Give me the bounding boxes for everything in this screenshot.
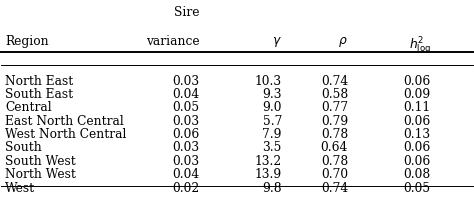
Text: 0.04: 0.04 — [172, 168, 199, 181]
Text: 0.02: 0.02 — [172, 182, 199, 195]
Text: 10.3: 10.3 — [255, 75, 282, 88]
Text: 5.7: 5.7 — [263, 115, 282, 128]
Text: 0.03: 0.03 — [172, 115, 199, 128]
Text: 0.58: 0.58 — [321, 88, 348, 101]
Text: 0.06: 0.06 — [403, 141, 431, 154]
Text: 0.78: 0.78 — [321, 128, 348, 141]
Text: West North Central: West North Central — [5, 128, 127, 141]
Text: 13.2: 13.2 — [255, 155, 282, 168]
Text: 0.11: 0.11 — [404, 101, 431, 114]
Text: $h^2_{\mathrm{log}}$: $h^2_{\mathrm{log}}$ — [409, 35, 431, 57]
Text: 0.77: 0.77 — [321, 101, 348, 114]
Text: 0.79: 0.79 — [321, 115, 348, 128]
Text: North West: North West — [5, 168, 76, 181]
Text: 0.05: 0.05 — [404, 182, 431, 195]
Text: 0.13: 0.13 — [404, 128, 431, 141]
Text: 7.9: 7.9 — [263, 128, 282, 141]
Text: 9.0: 9.0 — [263, 101, 282, 114]
Text: 9.3: 9.3 — [263, 88, 282, 101]
Text: 0.06: 0.06 — [172, 128, 199, 141]
Text: East North Central: East North Central — [5, 115, 124, 128]
Text: 0.06: 0.06 — [403, 155, 431, 168]
Text: 0.06: 0.06 — [403, 75, 431, 88]
Text: 0.03: 0.03 — [172, 141, 199, 154]
Text: 13.9: 13.9 — [255, 168, 282, 181]
Text: 0.70: 0.70 — [321, 168, 348, 181]
Text: 9.8: 9.8 — [262, 182, 282, 195]
Text: 0.04: 0.04 — [172, 88, 199, 101]
Text: 0.64: 0.64 — [321, 141, 348, 154]
Text: 0.74: 0.74 — [321, 75, 348, 88]
Text: $\gamma$: $\gamma$ — [272, 35, 282, 49]
Text: Central: Central — [5, 101, 52, 114]
Text: Sire: Sire — [173, 6, 199, 19]
Text: variance: variance — [146, 35, 199, 48]
Text: 0.78: 0.78 — [321, 155, 348, 168]
Text: 0.09: 0.09 — [403, 88, 431, 101]
Text: South East: South East — [5, 88, 73, 101]
Text: 0.08: 0.08 — [403, 168, 431, 181]
Text: 0.05: 0.05 — [172, 101, 199, 114]
Text: Region: Region — [5, 35, 49, 48]
Text: 0.74: 0.74 — [321, 182, 348, 195]
Text: 0.03: 0.03 — [172, 155, 199, 168]
Text: West: West — [5, 182, 36, 195]
Text: 3.5: 3.5 — [263, 141, 282, 154]
Text: $\rho$: $\rho$ — [338, 35, 348, 49]
Text: 0.03: 0.03 — [172, 75, 199, 88]
Text: South West: South West — [5, 155, 76, 168]
Text: 0.06: 0.06 — [403, 115, 431, 128]
Text: South: South — [5, 141, 42, 154]
Text: North East: North East — [5, 75, 73, 88]
